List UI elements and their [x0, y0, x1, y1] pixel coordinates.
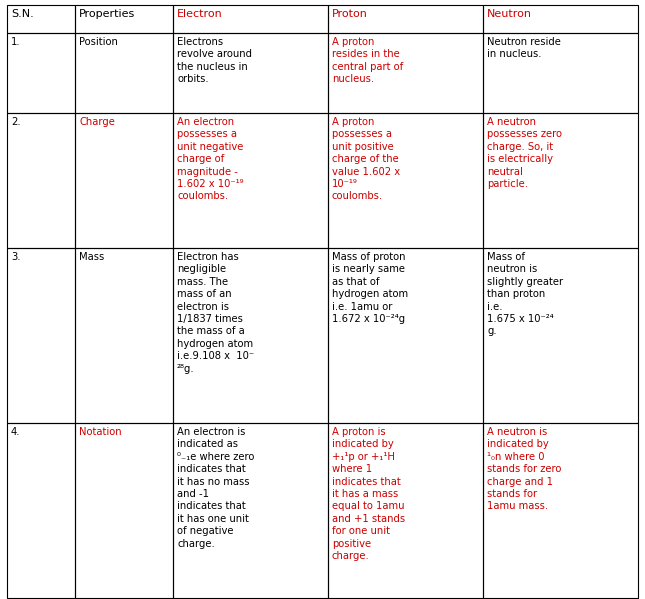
Text: A neutron is
indicated by
¹₀n where 0
stands for zero
charge and 1
stands for
1a: A neutron is indicated by ¹₀n where 0 st…: [487, 427, 561, 512]
Text: 1.: 1.: [11, 37, 21, 47]
Text: An electron
possesses a
unit negative
charge of
magnitude -
1.602 x 10⁻¹⁹
coulom: An electron possesses a unit negative ch…: [177, 117, 244, 201]
Bar: [7, 5, 75, 33]
Bar: [328, 248, 483, 423]
Bar: [173, 113, 328, 248]
Text: Notation: Notation: [79, 427, 122, 437]
Bar: [173, 423, 328, 598]
Bar: [75, 248, 173, 423]
Bar: [173, 33, 328, 113]
Text: Electron: Electron: [177, 9, 223, 19]
Text: Proton: Proton: [332, 9, 368, 19]
Bar: [328, 113, 483, 248]
Text: Mass of proton
is nearly same
as that of
hydrogen atom
i.e. 1amu or
1.672 x 10⁻²: Mass of proton is nearly same as that of…: [332, 252, 408, 324]
Bar: [483, 33, 638, 113]
Text: Properties: Properties: [79, 9, 135, 19]
Bar: [7, 33, 75, 113]
Text: Mass: Mass: [79, 252, 104, 262]
Bar: [7, 248, 75, 423]
Bar: [7, 423, 75, 598]
Text: A neutron
possesses zero
charge. So, it
is electrically
neutral
particle.: A neutron possesses zero charge. So, it …: [487, 117, 562, 189]
Bar: [173, 5, 328, 33]
Bar: [75, 5, 173, 33]
Bar: [328, 423, 483, 598]
Bar: [328, 33, 483, 113]
Text: S.N.: S.N.: [11, 9, 34, 19]
Text: 4.: 4.: [11, 427, 21, 437]
Text: Electron has
negligible
mass. The
mass of an
electron is
1/1837 times
the mass o: Electron has negligible mass. The mass o…: [177, 252, 254, 374]
Text: 3.: 3.: [11, 252, 21, 262]
Bar: [483, 423, 638, 598]
Bar: [75, 113, 173, 248]
Text: A proton
possesses a
unit positive
charge of the
value 1.602 x
10⁻¹⁹
coulombs.: A proton possesses a unit positive charg…: [332, 117, 400, 201]
Text: Position: Position: [79, 37, 118, 47]
Text: Neutron: Neutron: [487, 9, 532, 19]
Bar: [483, 113, 638, 248]
Bar: [173, 248, 328, 423]
Bar: [75, 423, 173, 598]
Text: A proton
resides in the
central part of
nucleus.: A proton resides in the central part of …: [332, 37, 403, 84]
Text: Electrons
revolve around
the nucleus in
orbits.: Electrons revolve around the nucleus in …: [177, 37, 252, 84]
Bar: [7, 113, 75, 248]
Bar: [328, 5, 483, 33]
Bar: [483, 248, 638, 423]
Text: Mass of
neutron is
slightly greater
than proton
i.e.
1.675 x 10⁻²⁴
g.: Mass of neutron is slightly greater than…: [487, 252, 563, 337]
Text: An electron is
indicated as
⁰₋₁e where zero
indicates that
it has no mass
and -1: An electron is indicated as ⁰₋₁e where z…: [177, 427, 254, 549]
Text: Neutron reside
in nucleus.: Neutron reside in nucleus.: [487, 37, 561, 59]
Bar: [75, 33, 173, 113]
Text: Charge: Charge: [79, 117, 115, 127]
Bar: [483, 5, 638, 33]
Text: A proton is
indicated by
+₁¹p or +₁¹H
where 1
indicates that
it has a mass
equal: A proton is indicated by +₁¹p or +₁¹H wh…: [332, 427, 405, 561]
Text: 2.: 2.: [11, 117, 21, 127]
